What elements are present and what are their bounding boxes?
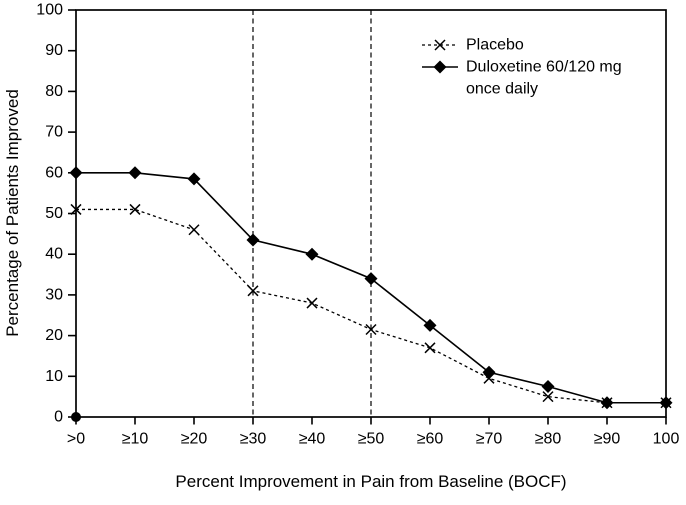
placebo-marker	[247, 285, 259, 297]
legend-label: Duloxetine 60/120 mg	[466, 59, 622, 76]
placebo-marker	[424, 342, 436, 354]
y-tick-label: 60	[45, 164, 63, 181]
legend-label: Placebo	[466, 37, 524, 54]
placebo-line	[76, 208, 666, 404]
placebo-legend-marker-icon	[434, 39, 446, 51]
y-tick-label: 80	[45, 83, 63, 100]
x-tick-label: ≥90	[594, 431, 621, 448]
placebo-marker	[306, 297, 318, 309]
y-tick-label: 20	[45, 327, 63, 344]
y-tick-label: 70	[45, 124, 63, 141]
reference-lines	[252, 10, 372, 417]
y-tick-label: 30	[45, 286, 63, 303]
y-tick-label: 50	[45, 205, 63, 222]
placebo-marker	[365, 323, 377, 336]
legend-item-duloxetine: Duloxetine 60/120 mg once daily	[422, 59, 622, 98]
duloxetine-legend-marker-icon	[433, 60, 447, 74]
duloxetine-marker	[600, 396, 614, 410]
duloxetine-marker	[246, 233, 260, 247]
duloxetine-series	[69, 166, 673, 410]
placebo-series	[70, 203, 672, 409]
y-tick-label: 0	[54, 409, 63, 426]
y-tick-label: 40	[45, 246, 63, 263]
placebo-marker	[70, 203, 82, 215]
y-tick-label: 100	[36, 2, 63, 19]
legend-label: once daily	[466, 81, 538, 98]
legend: Placebo Duloxetine 60/120 mg once daily	[422, 37, 622, 98]
y-axis: 0 10 20 30 40 50 60 70 80 90 100	[36, 2, 76, 426]
y-tick-label: 90	[45, 42, 63, 59]
x-tick-label: ≥80	[535, 431, 562, 448]
x-axis: >0 ≥10 ≥20 ≥30 ≥40 ≥50 ≥60 ≥70 ≥80 ≥90 100	[67, 417, 680, 448]
duloxetine-marker	[541, 379, 555, 393]
legend-item-placebo: Placebo	[422, 37, 524, 54]
x-tick-label: ≥60	[417, 431, 444, 448]
duloxetine-marker	[482, 365, 496, 379]
y-tick-label: 10	[45, 368, 63, 385]
x-tick-label: 100	[653, 431, 680, 448]
x-tick-label: ≥20	[181, 431, 208, 448]
x-tick-label: >0	[67, 431, 85, 448]
x-axis-title: Percent Improvement in Pain from Baselin…	[175, 472, 567, 491]
duloxetine-marker	[187, 172, 201, 186]
placebo-marker	[542, 391, 554, 403]
placebo-marker	[129, 203, 141, 215]
y-axis-title: Percentage of Patients Improved	[3, 89, 22, 337]
duloxetine-marker	[69, 166, 83, 180]
duloxetine-marker	[305, 247, 319, 261]
duloxetine-marker	[423, 318, 437, 332]
x-tick-label: ≥70	[476, 431, 503, 448]
x-tick-label: ≥50	[358, 431, 385, 448]
x-tick-label: ≥30	[240, 431, 267, 448]
origin-dot	[71, 412, 81, 422]
duloxetine-marker	[128, 166, 142, 180]
x-tick-label: ≥10	[122, 431, 149, 448]
x-tick-label: ≥40	[299, 431, 326, 448]
duloxetine-marker	[364, 272, 378, 286]
placebo-marker	[188, 224, 200, 236]
duloxetine-marker	[659, 396, 673, 410]
